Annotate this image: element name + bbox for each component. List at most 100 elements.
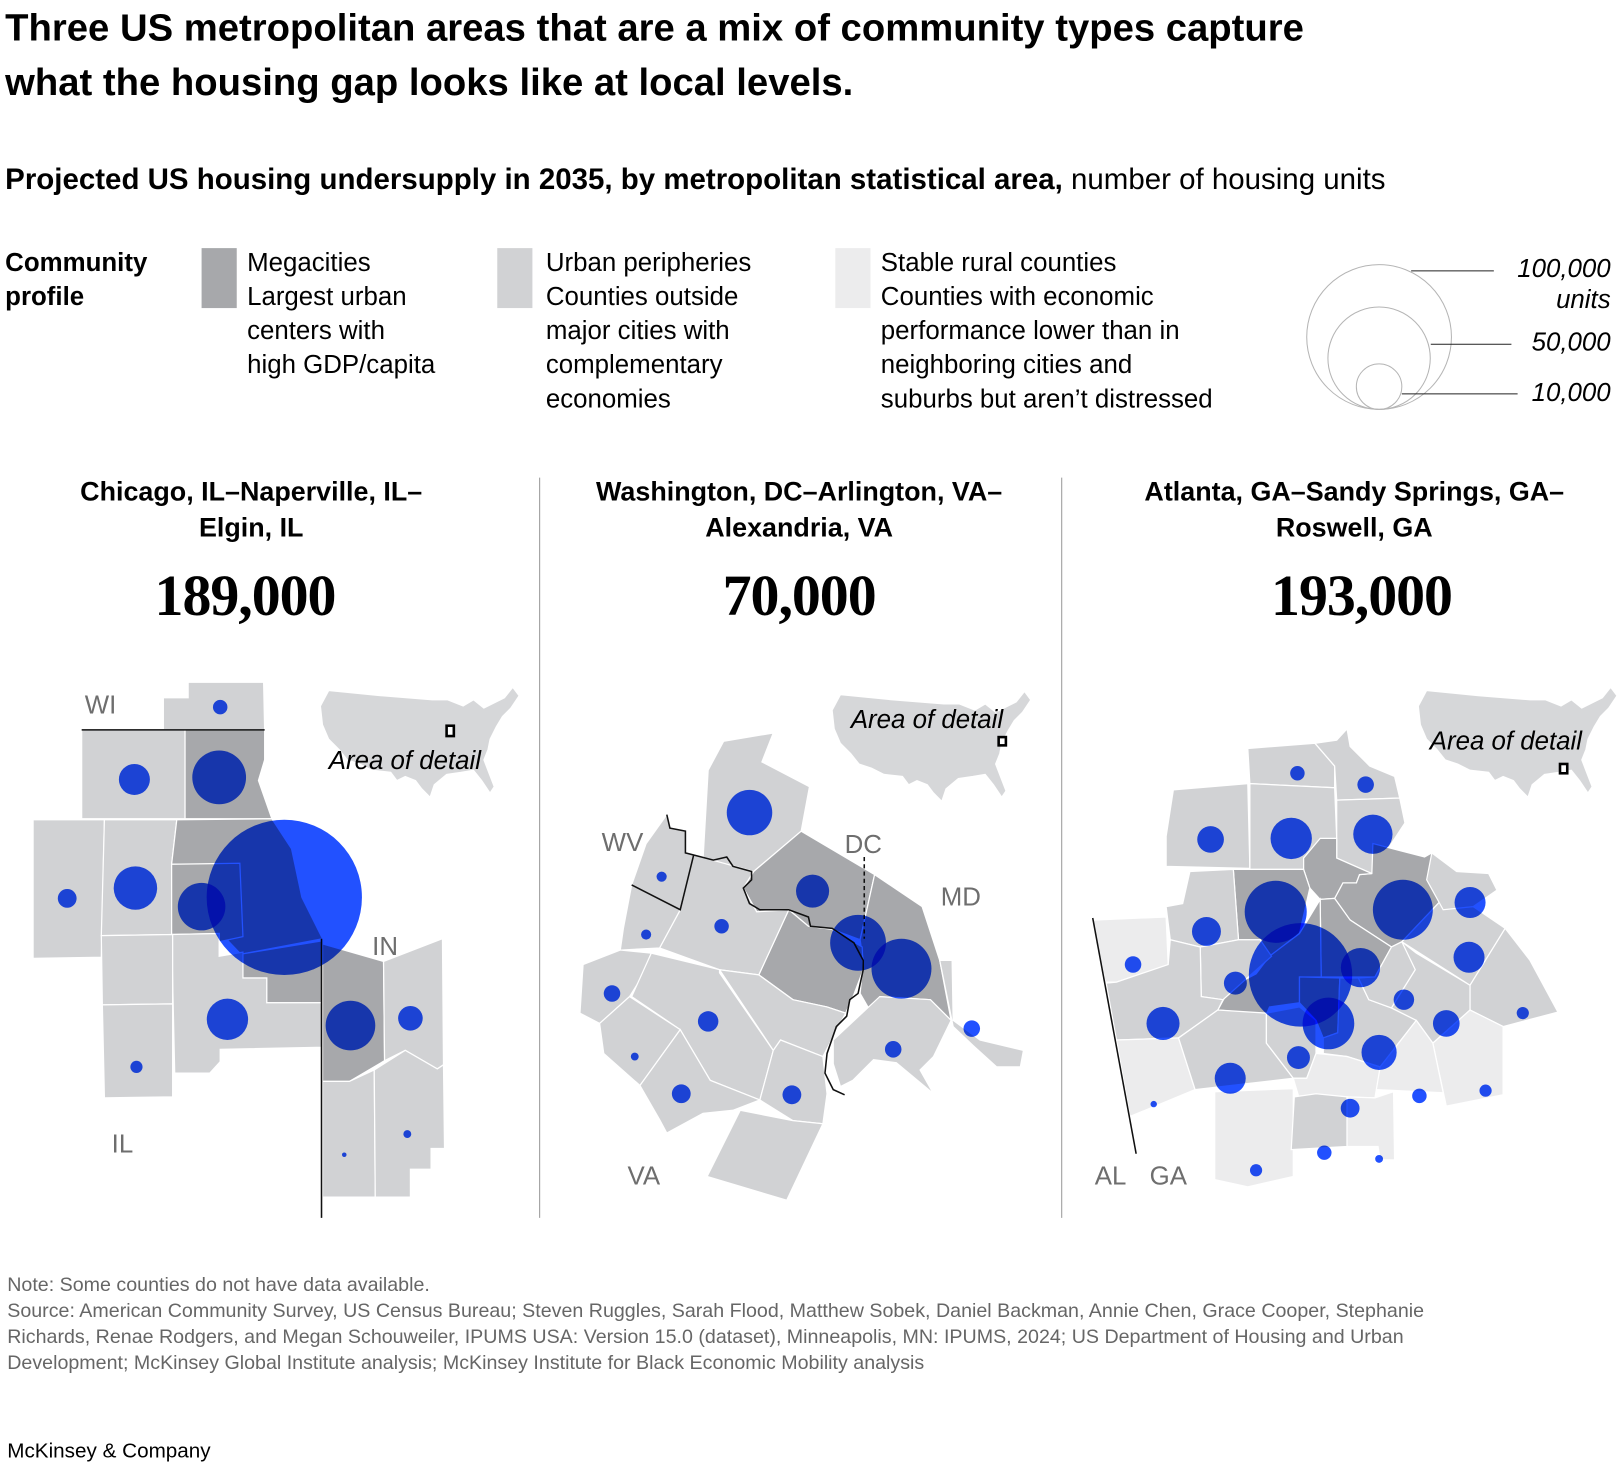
legend-desc: complementary	[545, 350, 723, 380]
county-undersupply-bubble	[871, 938, 932, 999]
county-undersupply-bubble	[1223, 971, 1247, 995]
county	[321, 1069, 376, 1198]
scale-circle-100000	[1306, 264, 1452, 410]
subtitle-bold: Projected US housing undersupply in 2035…	[5, 163, 1063, 197]
legend-label: Stable rural counties	[880, 248, 1117, 278]
county-undersupply-bubble	[1340, 947, 1381, 988]
state-label-md: MD	[940, 882, 981, 912]
brand-logo: McKinsey & Company	[7, 1440, 211, 1463]
county-undersupply-bubble	[113, 866, 158, 910]
county-undersupply-bubble	[603, 985, 621, 1002]
chart-title: Three US metropolitan areas that are a m…	[5, 0, 1304, 110]
metro-name-chicago: Chicago, IL–Naperville, IL– Elgin, IL	[8, 473, 494, 545]
metro-name-line: Elgin, IL	[198, 511, 304, 543]
legend-label: Urban peripheries	[545, 248, 752, 278]
us-inset-map	[1417, 686, 1618, 798]
area-of-detail-marker	[997, 735, 1008, 747]
stable-rural-swatch	[835, 248, 871, 309]
county	[100, 933, 174, 1006]
county-undersupply-bubble	[325, 1000, 376, 1051]
county-undersupply-bubble	[830, 914, 886, 971]
metro-name-line: Chicago, IL–Naperville, IL–	[80, 475, 423, 507]
chicago-map	[32, 681, 520, 1218]
title-line: Three US metropolitan areas that are a m…	[5, 6, 1304, 49]
scale-label-10000: 10,000	[1531, 378, 1611, 408]
county-undersupply-bubble	[1375, 1154, 1384, 1163]
county	[373, 1049, 446, 1198]
county-undersupply-bubble	[1290, 766, 1305, 781]
source-text: Source: American Community Survey, US Ce…	[7, 1300, 1425, 1323]
metro-name-line: Roswell, GA	[1275, 511, 1433, 543]
county	[1290, 1093, 1348, 1151]
legend-desc: Largest urban	[247, 282, 407, 312]
metro-name-line: Washington, DC–Arlington, VA–	[596, 475, 1003, 507]
county	[170, 932, 324, 1074]
potomac-river-border	[666, 814, 864, 1096]
county-undersupply-bubble	[57, 888, 77, 908]
county-undersupply-bubble	[1353, 814, 1393, 854]
urban-peripheries-swatch	[497, 248, 533, 309]
county-undersupply-bubble	[1270, 817, 1312, 860]
chart-subtitle: Projected US housing undersupply in 2035…	[5, 163, 1385, 197]
county-undersupply-bubble	[398, 1005, 423, 1031]
state-label-wv: WV	[601, 828, 644, 858]
legend-heading-line: Community	[5, 248, 148, 278]
metro-name-atlanta: Atlanta, GA–Sandy Springs, GA– Roswell, …	[1111, 473, 1597, 545]
state-label-il: IL	[111, 1129, 134, 1159]
inset-label: Area of detail	[328, 746, 482, 776]
legend-desc: high GDP/capita	[247, 350, 436, 380]
metro-name-washington: Washington, DC–Arlington, VA– Alexandria…	[556, 473, 1042, 545]
county-undersupply-bubble	[1214, 1062, 1246, 1094]
county-undersupply-bubble	[726, 789, 773, 836]
state-label-dc: DC	[844, 830, 882, 860]
source-text: Development; McKinsey Global Institute a…	[7, 1352, 925, 1374]
county-undersupply-bubble	[963, 1020, 981, 1037]
county-undersupply-bubble	[1302, 997, 1355, 1050]
county	[101, 1003, 174, 1099]
legend-heading: Community profile	[5, 246, 147, 314]
county	[1247, 742, 1336, 789]
county	[1313, 727, 1401, 801]
metro-name-line: Atlanta, GA–Sandy Springs, GA–	[1144, 475, 1565, 507]
metro-total-atlanta: 193,000	[1271, 564, 1453, 629]
source-text: Richards, Renae Rodgers, and Megan Schou…	[7, 1326, 1404, 1349]
county-undersupply-bubble	[1197, 826, 1224, 853]
megacities-swatch	[201, 248, 237, 309]
county-undersupply-bubble	[341, 1152, 347, 1158]
county-undersupply-bubble	[212, 699, 228, 715]
legend-label: Megacities	[247, 248, 371, 278]
county-undersupply-bubble	[1191, 916, 1221, 946]
subtitle-unit: number of housing units	[1062, 163, 1386, 197]
legend-desc: economies	[545, 384, 671, 414]
area-of-detail-marker	[445, 724, 456, 738]
county-undersupply-bubble	[118, 763, 150, 795]
state-border	[631, 854, 695, 911]
inset-label: Area of detail	[1429, 726, 1583, 756]
county-undersupply-bubble	[697, 1011, 719, 1032]
county-undersupply-bubble	[671, 1084, 691, 1104]
county-undersupply-bubble	[641, 929, 652, 940]
county-undersupply-bubble	[1361, 1034, 1397, 1070]
county-undersupply-bubble	[1249, 1164, 1263, 1177]
legend-desc: major cities with	[545, 316, 730, 346]
footnote: Note: Some counties do not have data ava…	[7, 1273, 1424, 1376]
county-undersupply-bubble	[1317, 1145, 1332, 1160]
county-undersupply-bubble	[206, 998, 249, 1041]
county	[639, 1028, 762, 1134]
note-text: Note: Some counties do not have data ava…	[7, 1274, 430, 1297]
scale-circle-10000	[1355, 363, 1403, 410]
county-undersupply-bubble	[782, 1085, 802, 1105]
us-inset-map	[319, 686, 520, 798]
county-undersupply-bubble	[630, 1052, 639, 1061]
legend-stable-rural: Stable rural counties Counties with econ…	[881, 246, 1213, 417]
county-undersupply-bubble	[1454, 887, 1486, 919]
legend-desc: performance lower than in	[880, 316, 1180, 346]
county-undersupply-bubble	[656, 871, 667, 882]
county-undersupply-bubble	[1372, 879, 1433, 940]
county-undersupply-bubble	[1453, 941, 1485, 973]
legend-megacities: Megacities Largest urban centers with hi…	[247, 246, 435, 382]
county	[1165, 782, 1251, 870]
county-undersupply-bubble	[1150, 1100, 1157, 1108]
legend-desc: neighboring cities and	[880, 350, 1133, 380]
state-label-wi: WI	[84, 690, 117, 720]
